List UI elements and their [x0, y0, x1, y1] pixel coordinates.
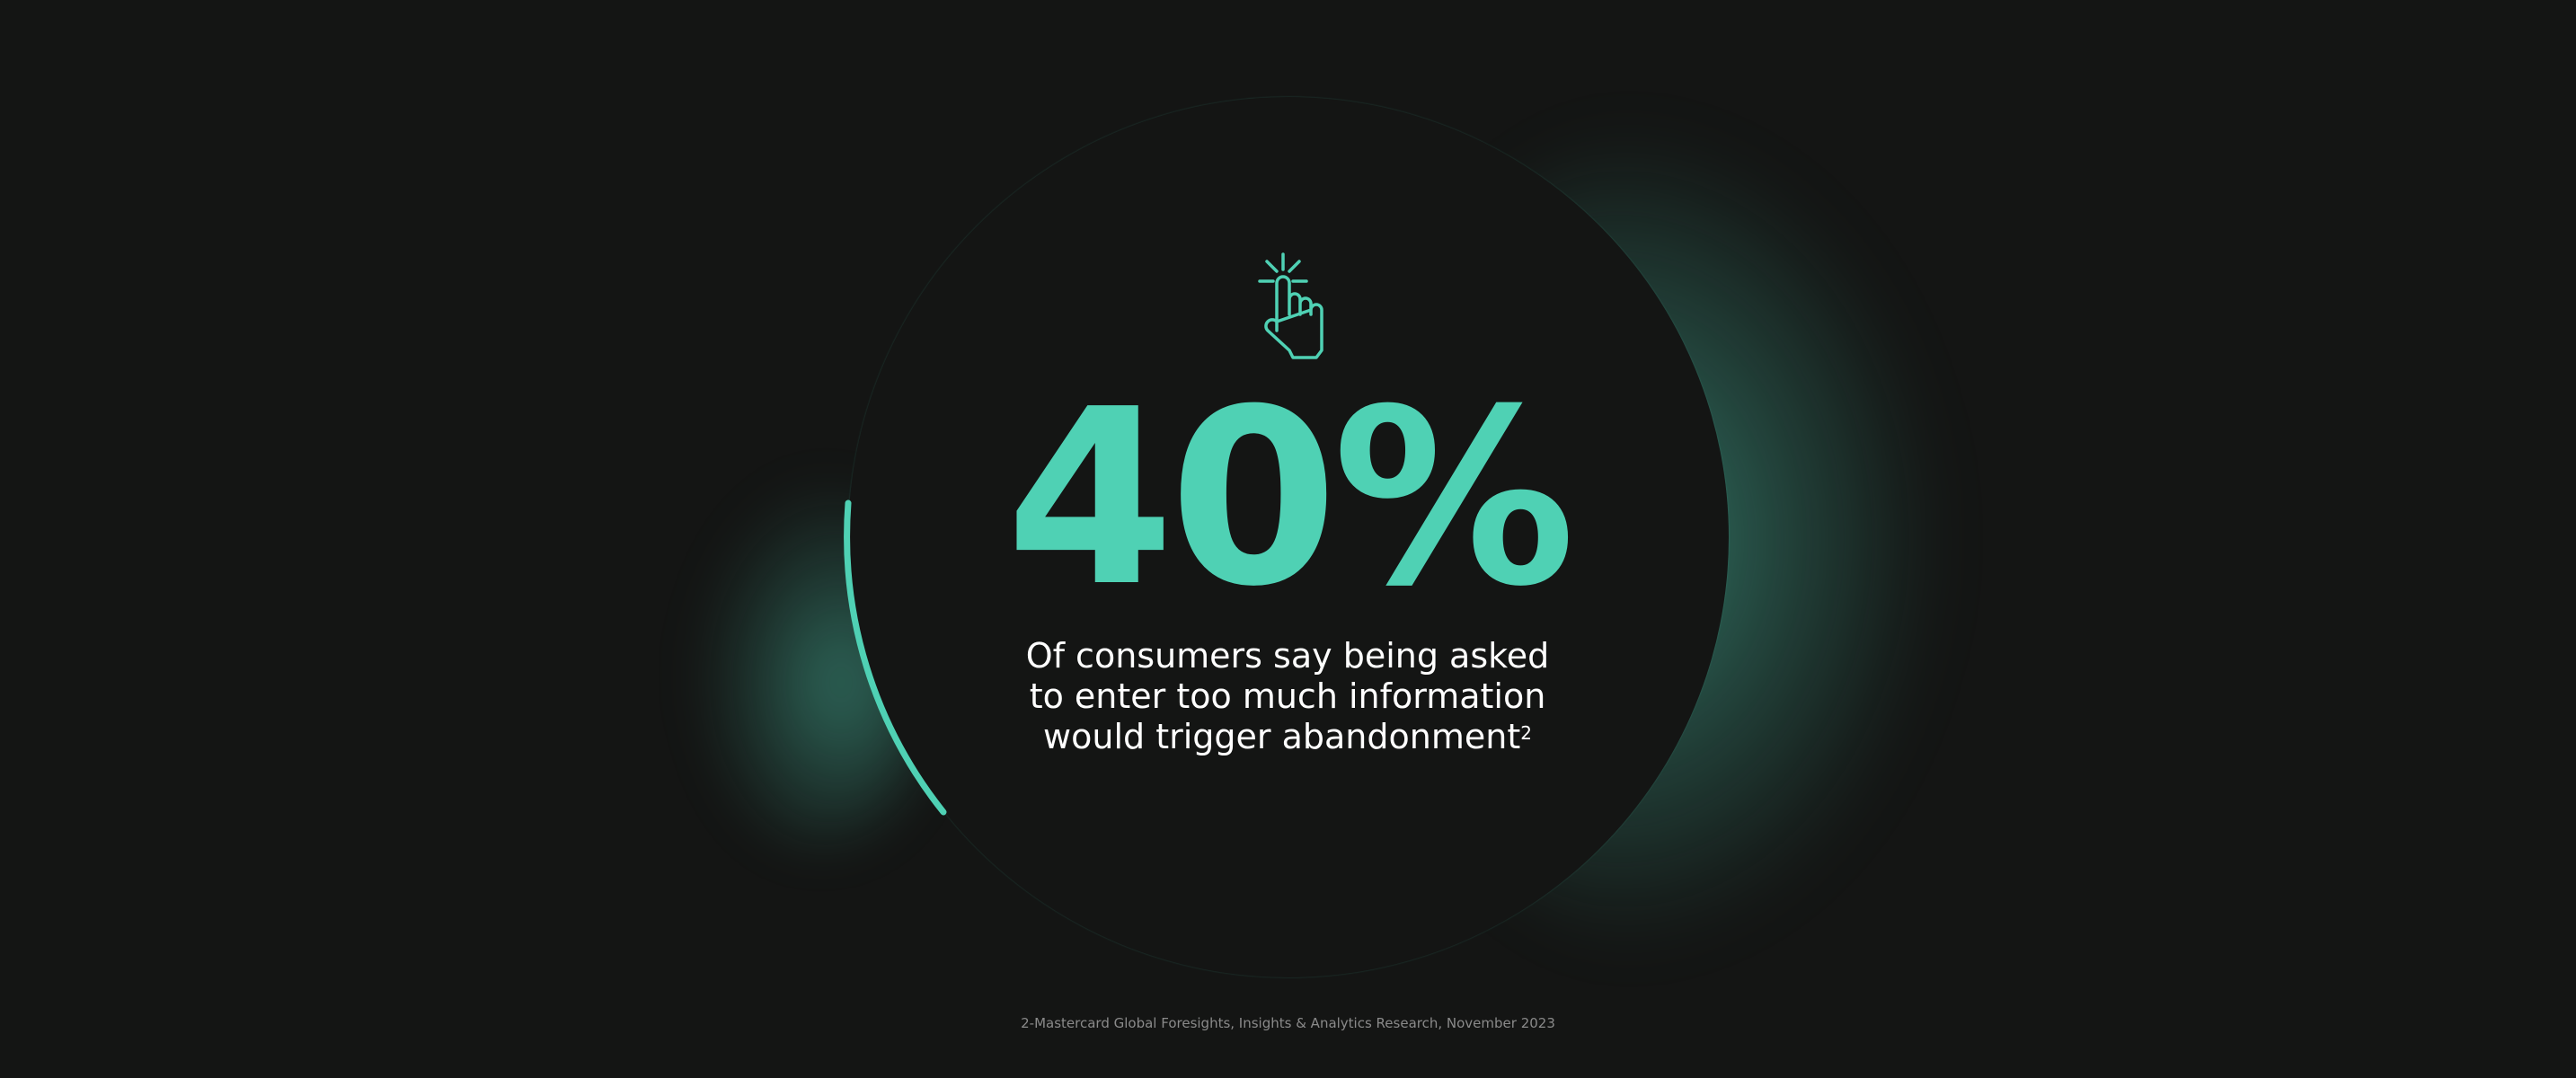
- stat-description: Of consumers say being asked to enter to…: [1018, 636, 1557, 757]
- backdrop-circle: [848, 97, 1729, 977]
- progress-arc-stroke: [844, 499, 947, 816]
- description-text: Of consumers say being asked to enter to…: [1025, 636, 1550, 756]
- hand-pointer-click-icon: [1258, 252, 1323, 359]
- stat-value: 40%: [1005, 357, 1575, 640]
- footnote-source: 2-Mastercard Global Foresights, Insights…: [1021, 1015, 1555, 1031]
- footnote-marker: 2: [1520, 722, 1532, 744]
